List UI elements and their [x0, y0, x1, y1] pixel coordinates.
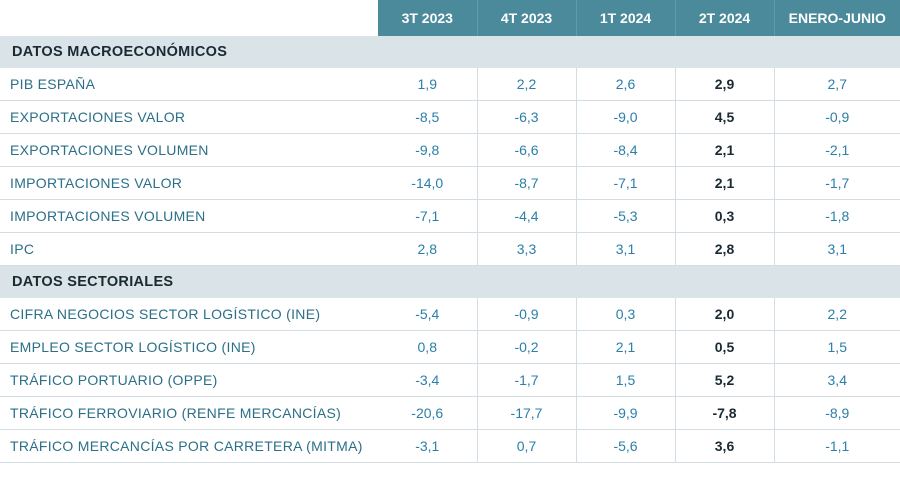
- cell-value: -7,1: [378, 200, 477, 233]
- row-label: IMPORTACIONES VOLUMEN: [0, 200, 378, 233]
- cell-value: -1,7: [774, 167, 900, 200]
- table-row: TRÁFICO MERCANCÍAS POR CARRETERA (MITMA)…: [0, 430, 900, 463]
- cell-value: 2,2: [774, 298, 900, 331]
- cell-value: 0,3: [576, 298, 675, 331]
- cell-value: 2,8: [675, 233, 774, 266]
- row-label: TRÁFICO MERCANCÍAS POR CARRETERA (MITMA): [0, 430, 378, 463]
- cell-value: -7,8: [675, 397, 774, 430]
- table-row: PIB ESPAÑA1,92,22,62,92,7: [0, 68, 900, 101]
- table-row: EXPORTACIONES VOLUMEN-9,8-6,6-8,42,1-2,1: [0, 134, 900, 167]
- cell-value: 4,5: [675, 101, 774, 134]
- cell-value: 3,1: [774, 233, 900, 266]
- cell-value: -5,3: [576, 200, 675, 233]
- cell-value: -7,1: [576, 167, 675, 200]
- header-col: 1T 2024: [576, 0, 675, 36]
- cell-value: -1,7: [477, 364, 576, 397]
- cell-value: -5,4: [378, 298, 477, 331]
- section-header: DATOS MACROECONÓMICOS: [0, 36, 900, 68]
- cell-value: 3,6: [675, 430, 774, 463]
- cell-value: -1,8: [774, 200, 900, 233]
- row-label: TRÁFICO PORTUARIO (OPPE): [0, 364, 378, 397]
- cell-value: 5,2: [675, 364, 774, 397]
- cell-value: -1,1: [774, 430, 900, 463]
- cell-value: -0,9: [477, 298, 576, 331]
- cell-value: -9,8: [378, 134, 477, 167]
- cell-value: 2,1: [675, 167, 774, 200]
- header-col: ENERO-JUNIO: [774, 0, 900, 36]
- cell-value: -6,6: [477, 134, 576, 167]
- cell-value: -20,6: [378, 397, 477, 430]
- header-col: 2T 2024: [675, 0, 774, 36]
- cell-value: -17,7: [477, 397, 576, 430]
- cell-value: 0,5: [675, 331, 774, 364]
- cell-value: 2,1: [576, 331, 675, 364]
- cell-value: 2,6: [576, 68, 675, 101]
- cell-value: 0,8: [378, 331, 477, 364]
- cell-value: -0,2: [477, 331, 576, 364]
- cell-value: 1,5: [774, 331, 900, 364]
- economic-data-table: 3T 2023 4T 2023 1T 2024 2T 2024 ENERO-JU…: [0, 0, 900, 463]
- row-label: PIB ESPAÑA: [0, 68, 378, 101]
- cell-value: -6,3: [477, 101, 576, 134]
- cell-value: -8,5: [378, 101, 477, 134]
- cell-value: 2,1: [675, 134, 774, 167]
- table-row: TRÁFICO PORTUARIO (OPPE)-3,4-1,71,55,23,…: [0, 364, 900, 397]
- section-header: DATOS SECTORIALES: [0, 266, 900, 299]
- row-label: EXPORTACIONES VALOR: [0, 101, 378, 134]
- cell-value: -2,1: [774, 134, 900, 167]
- row-label: EXPORTACIONES VOLUMEN: [0, 134, 378, 167]
- row-label: EMPLEO SECTOR LOGÍSTICO (INE): [0, 331, 378, 364]
- row-label: TRÁFICO FERROVIARIO (RENFE MERCANCÍAS): [0, 397, 378, 430]
- section-title: DATOS SECTORIALES: [0, 266, 900, 299]
- cell-value: 2,0: [675, 298, 774, 331]
- header-col: 4T 2023: [477, 0, 576, 36]
- cell-value: 1,5: [576, 364, 675, 397]
- cell-value: -9,0: [576, 101, 675, 134]
- cell-value: 0,3: [675, 200, 774, 233]
- cell-value: -5,6: [576, 430, 675, 463]
- cell-value: -9,9: [576, 397, 675, 430]
- cell-value: 3,1: [576, 233, 675, 266]
- cell-value: -3,1: [378, 430, 477, 463]
- section-title: DATOS MACROECONÓMICOS: [0, 36, 900, 68]
- header-col: 3T 2023: [378, 0, 477, 36]
- cell-value: 3,3: [477, 233, 576, 266]
- row-label: IPC: [0, 233, 378, 266]
- cell-value: 2,2: [477, 68, 576, 101]
- cell-value: -3,4: [378, 364, 477, 397]
- cell-value: -8,9: [774, 397, 900, 430]
- cell-value: -8,7: [477, 167, 576, 200]
- table-row: EXPORTACIONES VALOR-8,5-6,3-9,04,5-0,9: [0, 101, 900, 134]
- table-row: IMPORTACIONES VALOR-14,0-8,7-7,12,1-1,7: [0, 167, 900, 200]
- table-row: CIFRA NEGOCIOS SECTOR LOGÍSTICO (INE)-5,…: [0, 298, 900, 331]
- table-row: IMPORTACIONES VOLUMEN-7,1-4,4-5,30,3-1,8: [0, 200, 900, 233]
- cell-value: 3,4: [774, 364, 900, 397]
- cell-value: -0,9: [774, 101, 900, 134]
- cell-value: 2,9: [675, 68, 774, 101]
- row-label: IMPORTACIONES VALOR: [0, 167, 378, 200]
- cell-value: -14,0: [378, 167, 477, 200]
- row-label: CIFRA NEGOCIOS SECTOR LOGÍSTICO (INE): [0, 298, 378, 331]
- cell-value: 1,9: [378, 68, 477, 101]
- table-row: TRÁFICO FERROVIARIO (RENFE MERCANCÍAS)-2…: [0, 397, 900, 430]
- table-row: IPC2,83,33,12,83,1: [0, 233, 900, 266]
- header-blank: [0, 0, 378, 36]
- table-header-row: 3T 2023 4T 2023 1T 2024 2T 2024 ENERO-JU…: [0, 0, 900, 36]
- cell-value: 2,8: [378, 233, 477, 266]
- cell-value: 2,7: [774, 68, 900, 101]
- cell-value: -4,4: [477, 200, 576, 233]
- table-row: EMPLEO SECTOR LOGÍSTICO (INE)0,8-0,22,10…: [0, 331, 900, 364]
- cell-value: 0,7: [477, 430, 576, 463]
- cell-value: -8,4: [576, 134, 675, 167]
